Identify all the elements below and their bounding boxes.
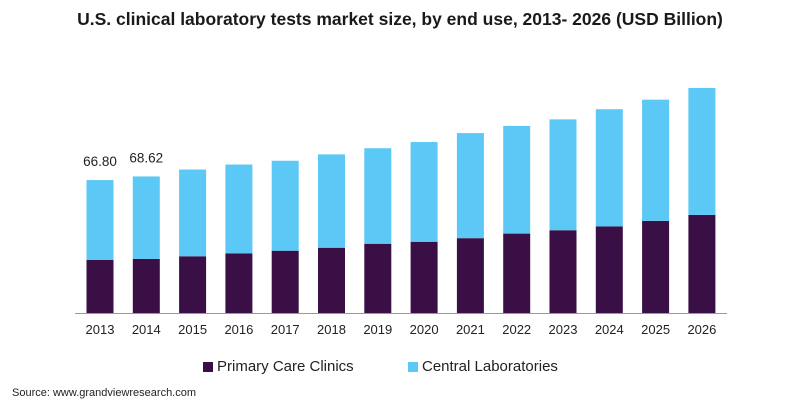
bar-primary-care-clinics-2026 [688,214,716,313]
bar-central-laboratories-2019 [364,148,392,244]
x-tick-label: 2021 [456,322,485,337]
x-tick-label: 2018 [317,322,346,337]
data-label: 66.80 [83,154,117,169]
x-tick-label: 2019 [363,322,392,337]
bar-central-laboratories-2014 [132,176,160,259]
bar-primary-care-clinics-2022 [503,233,531,313]
x-tick-label: 2024 [595,322,624,337]
x-tick-label: 2020 [410,322,439,337]
bar-central-laboratories-2018 [318,154,345,248]
bar-central-laboratories-2023 [549,119,577,231]
x-tick-label: 2016 [224,322,253,337]
x-tick-label: 2017 [271,322,300,337]
bar-central-laboratories-2017 [271,160,299,251]
bar-primary-care-clinics-2018 [318,247,345,313]
chart-title: U.S. clinical laboratory tests market si… [77,9,723,29]
data-label: 68.62 [129,150,163,165]
bar-primary-care-clinics-2024 [595,226,623,313]
x-tick-label: 2023 [549,322,578,337]
x-tick-label: 2026 [687,322,716,337]
x-tick-label: 2022 [502,322,531,337]
legend-label: Central Laboratories [422,358,558,375]
bar-primary-care-clinics-2019 [364,243,392,313]
bar-central-laboratories-2022 [503,125,531,234]
bar-primary-care-clinics-2013 [86,259,114,313]
legend-item-central-laboratories: Central Laboratories [408,358,558,375]
bar-primary-care-clinics-2020 [410,241,438,313]
bar-central-laboratories-2020 [410,142,438,242]
bar-central-laboratories-2026 [688,87,716,215]
legend-item-primary-care-clinics: Primary Care Clinics [203,358,354,375]
bar-central-laboratories-2025 [642,99,670,221]
legend-label: Primary Care Clinics [217,358,354,375]
x-tick-label: 2013 [86,322,115,337]
bar-primary-care-clinics-2023 [549,230,577,313]
x-tick-label: 2014 [132,322,161,337]
bar-central-laboratories-2021 [456,133,484,239]
bar-primary-care-clinics-2017 [271,250,299,313]
legend-swatch [408,361,418,372]
source-note: Source: www.grandviewresearch.com [12,387,197,399]
x-tick-label: 2025 [641,322,670,337]
bar-primary-care-clinics-2015 [179,256,207,313]
bar-central-laboratories-2024 [595,109,623,227]
legend-swatch [203,361,213,372]
bar-central-laboratories-2013 [86,180,114,260]
x-tick-label: 2015 [178,322,207,337]
bar-central-laboratories-2016 [225,164,253,254]
bar-primary-care-clinics-2016 [225,253,253,313]
bar-central-laboratories-2015 [179,169,207,257]
bar-primary-care-clinics-2025 [642,220,670,313]
bar-primary-care-clinics-2021 [456,238,484,313]
bar-primary-care-clinics-2014 [132,258,160,313]
